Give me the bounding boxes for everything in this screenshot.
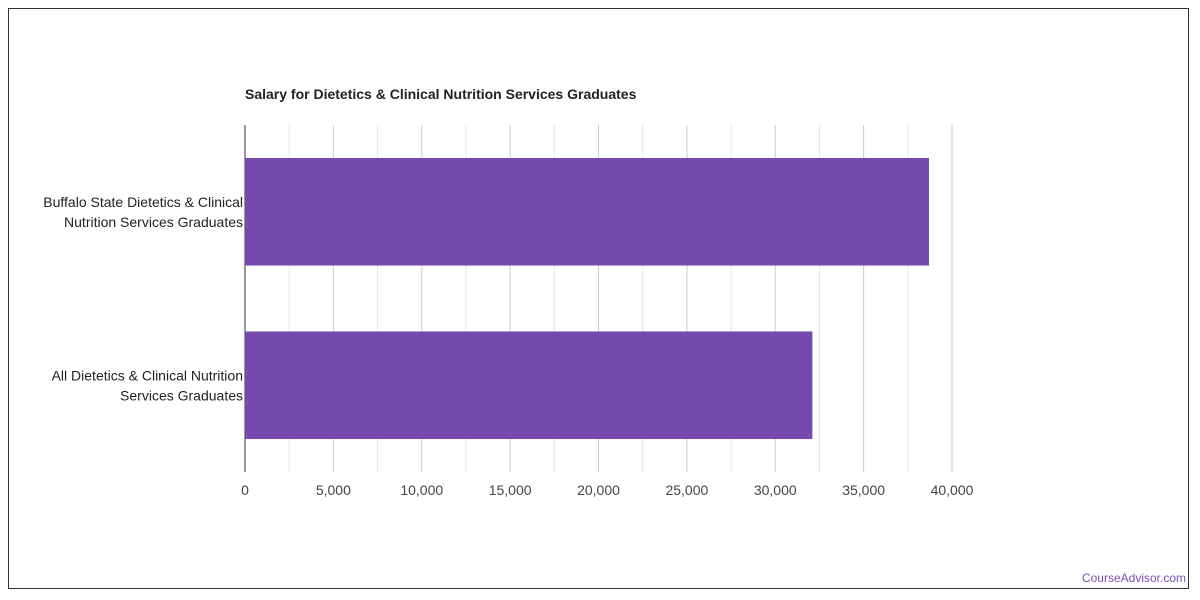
category-label: All Dietetics & Clinical Nutrition Servic… [52,367,243,403]
bar-1[interactable] [245,157,930,266]
x-tick-label: 30,000 [754,482,797,498]
bar-2[interactable] [245,331,813,440]
x-tick-label: 0 [241,482,249,498]
x-tick-label: 25,000 [665,482,708,498]
x-tick-label: 15,000 [489,482,532,498]
x-tick-label: 5,000 [316,482,351,498]
brand-link[interactable]: CourseAdvisor.com [1081,571,1186,585]
x-tick-label: 40,000 [931,482,974,498]
x-tick-label: 20,000 [577,482,620,498]
category-label: Buffalo State Dietetics & Clinical Nutrit… [43,194,243,230]
x-tick-label: 10,000 [400,482,443,498]
chart-title: Salary for Dietetics & Clinical Nutritio… [245,86,637,102]
x-tick-label: 35,000 [842,482,885,498]
